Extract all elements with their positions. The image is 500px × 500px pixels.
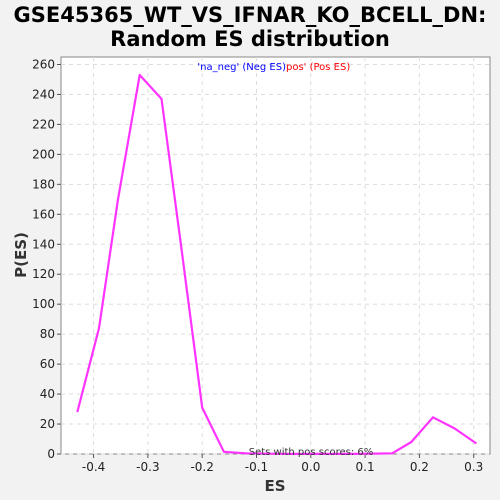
legend-neg-label: 'na_neg' (Neg ES) [197,62,286,73]
y-tick-label: 40 [40,387,55,401]
y-tick-label: 200 [32,147,55,161]
y-tick-label: 0 [47,447,55,461]
y-tick-label: 80 [40,327,55,341]
series-layer [76,73,478,455]
y-tick-label: 180 [32,177,55,191]
x-tick-label: 0.0 [301,460,320,474]
y-tick-label: 140 [32,237,55,251]
y-tick-label: 60 [40,357,55,371]
x-tick-label: -0.3 [136,460,159,474]
y-tick-label: 260 [32,57,55,71]
x-tick-label: 0.3 [464,460,483,474]
y-tick-label: 100 [32,297,55,311]
y-tick-label: 220 [32,117,55,131]
x-tick-label: -0.1 [245,460,268,474]
x-tick-label: 0.1 [356,460,375,474]
x-axis-label: ES [264,477,285,495]
y-tick-label: 160 [32,207,55,221]
legend-pos-label: pos' (Pos ES) [286,62,350,73]
gridlines [61,57,490,455]
x-tick-label: -0.4 [82,460,105,474]
axis-ticks: -0.4 -0.3 -0.2 -0.1 0.0 0.1 0.2 0.3 0 20 40 60 80 100… [32,57,483,474]
x-tick-label: 0.2 [410,460,429,474]
chart-title-line1: GSE45365_WT_VS_IFNAR_KO_BCELL_DN: [14,3,487,27]
y-tick-label: 20 [40,417,55,431]
y-tick-label: 240 [32,87,55,101]
chart-title-line2: Random ES distribution [110,27,390,51]
x-tick-label: -0.2 [190,460,213,474]
plot-area [60,56,491,455]
y-tick-label: 120 [32,267,55,281]
pos-scores-annotation: Sets with pos scores: 6% [249,447,374,458]
series-line [76,73,478,455]
y-axis-label: P(ES) [12,232,30,278]
